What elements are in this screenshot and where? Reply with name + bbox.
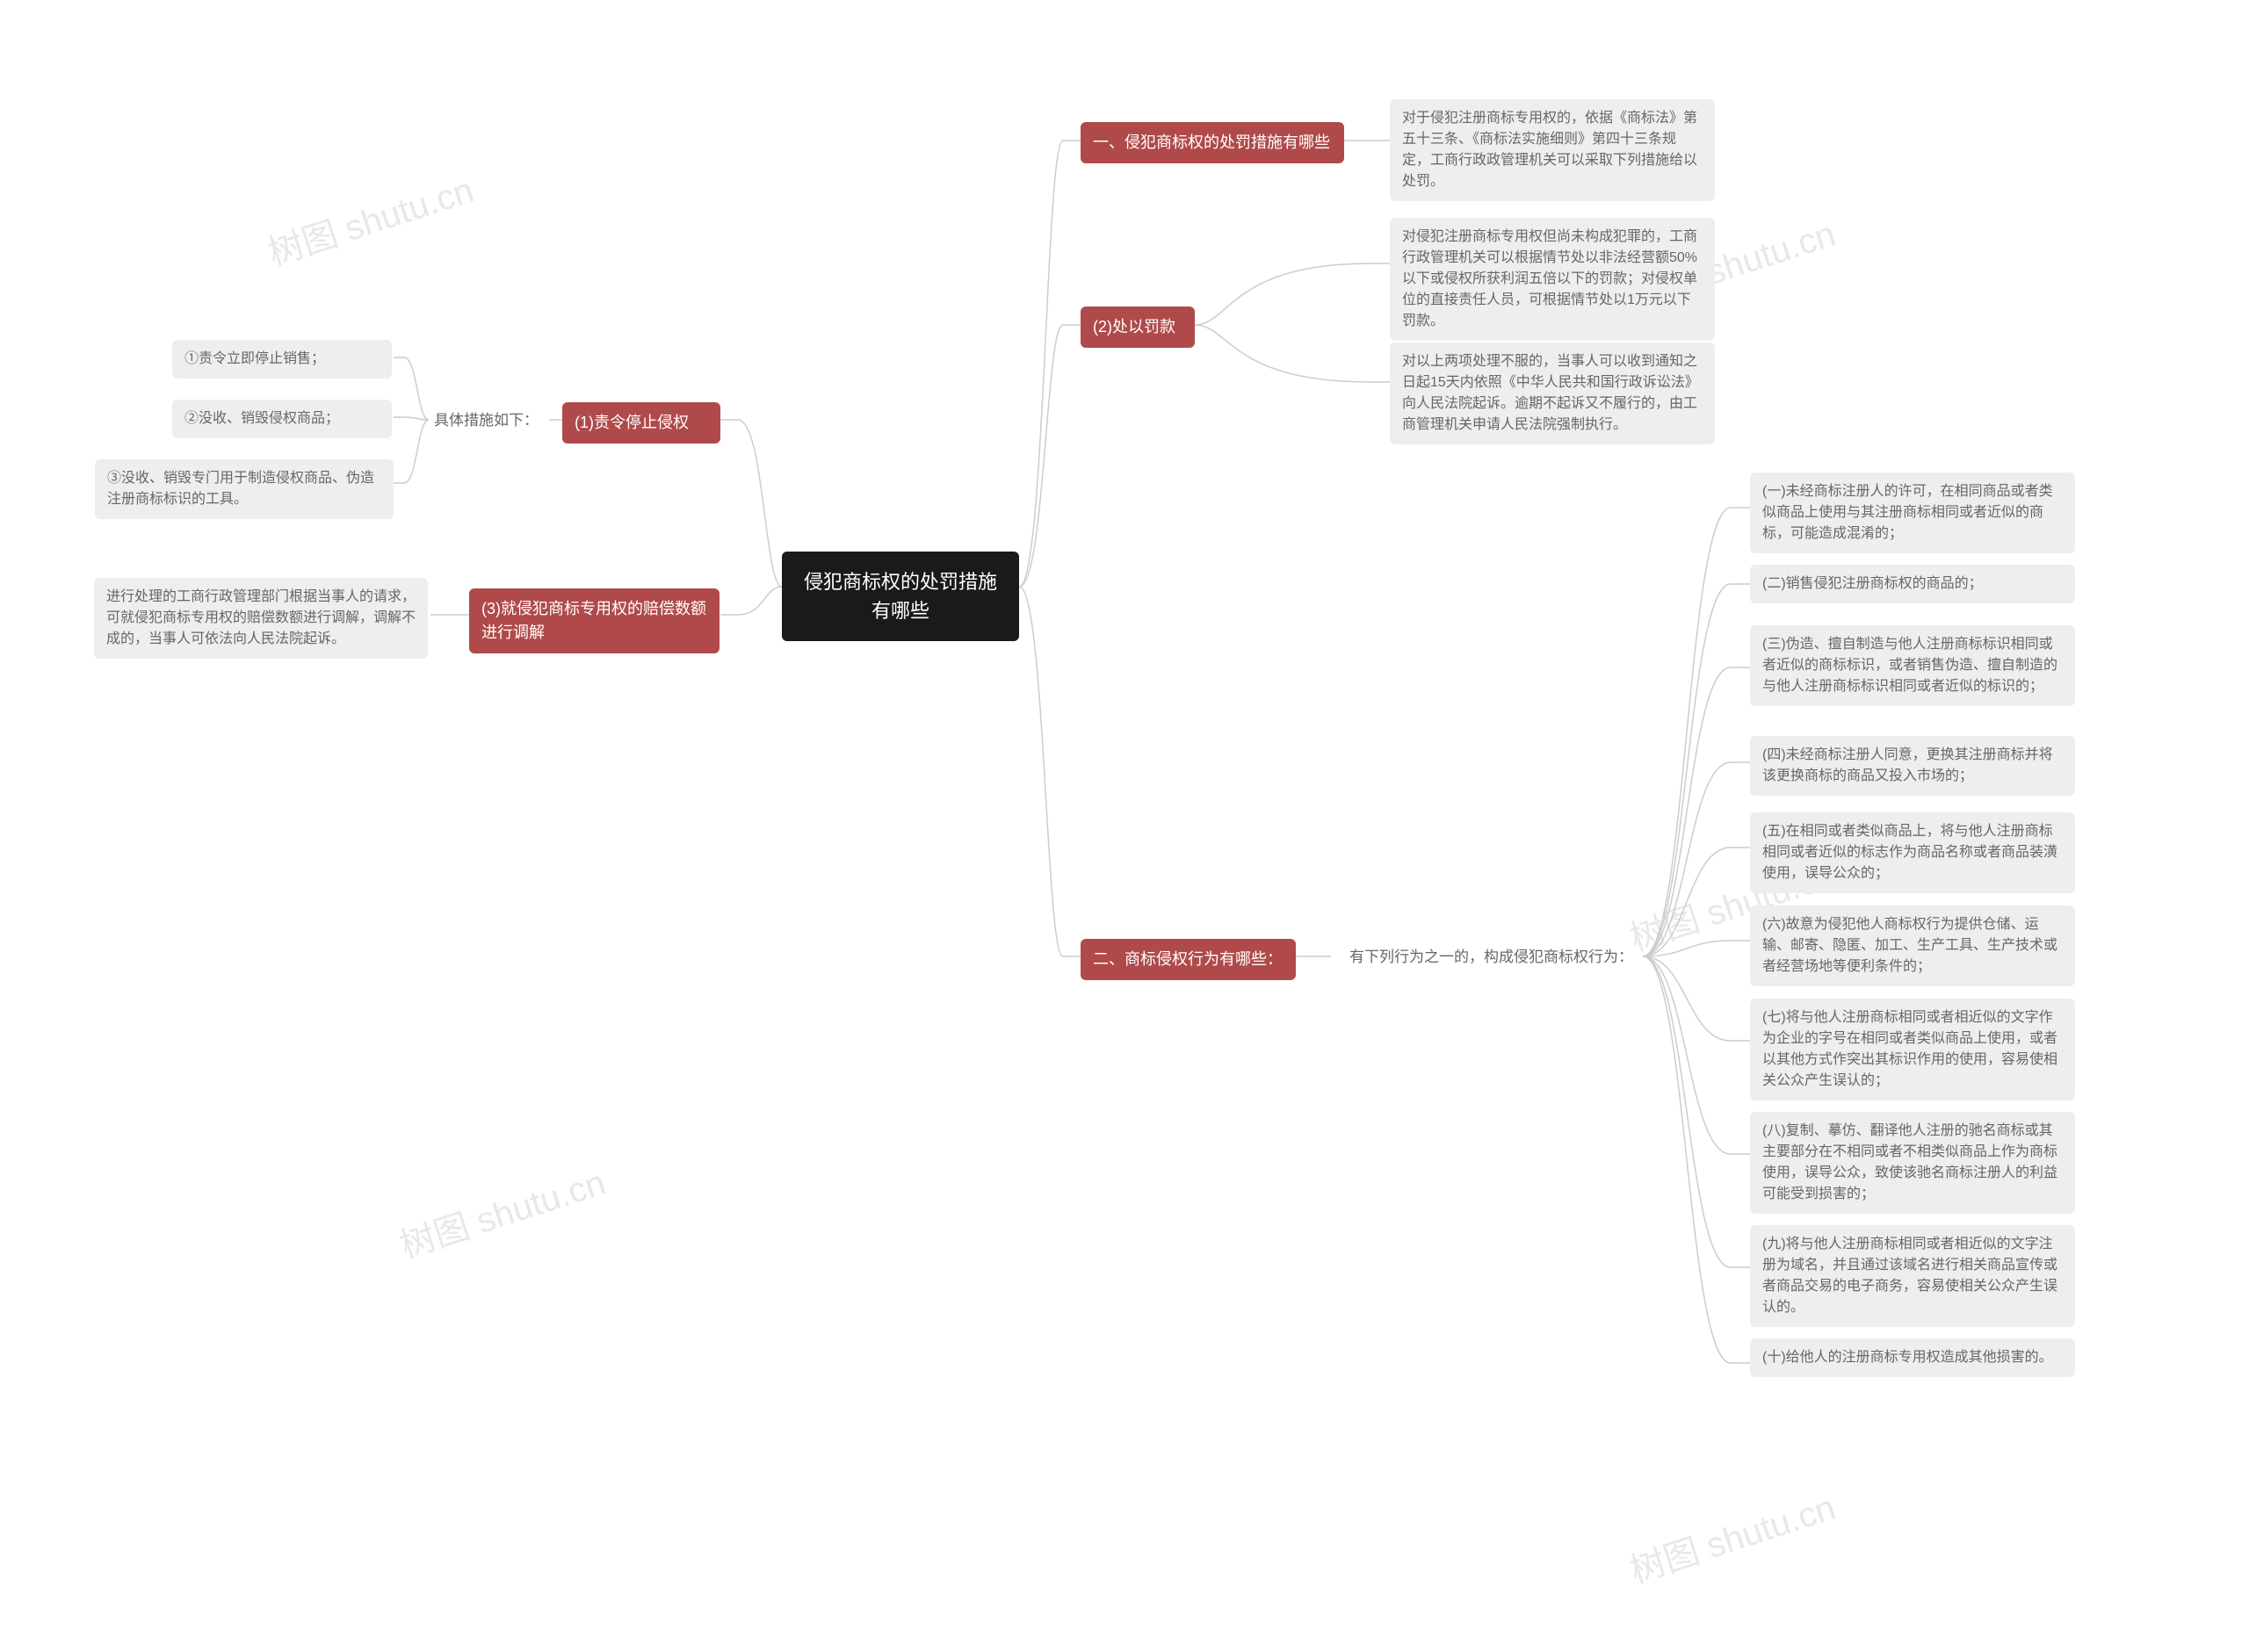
section-2-title: 二、商标侵权行为有哪些：	[1081, 939, 1296, 980]
node-fine: (2)处以罚款	[1081, 307, 1195, 348]
label-measures: 具体措施如下：	[429, 406, 544, 436]
infringe-item-6: (六)故意为侵犯他人商标权行为提供仓储、运输、邮寄、隐匿、加工、生产工具、生产技…	[1750, 905, 2075, 986]
measure-3: ③没收、销毁专门用于制造侵权商品、伪造注册商标标识的工具。	[95, 459, 394, 519]
watermark: 树图 shutu.cn	[393, 1154, 611, 1268]
infringe-item-1: (一)未经商标注册人的许可，在相同商品或者类似商品上使用与其注册商标相同或者近似…	[1750, 473, 2075, 553]
section-1-title: 一、侵犯商标权的处罚措施有哪些	[1081, 122, 1344, 163]
infringe-item-5: (五)在相同或者类似商品上，将与他人注册商标相同或者近似的标志作为商品名称或者商…	[1750, 812, 2075, 893]
node-stop-infringement: (1)责令停止侵权	[562, 402, 720, 444]
infringe-item-8: (八)复制、摹仿、翻译他人注册的驰名商标或其主要部分在不相同或者不相类似商品上作…	[1750, 1112, 2075, 1214]
root-node: 侵犯商标权的处罚措施有哪些	[782, 552, 1019, 641]
infringe-item-4: (四)未经商标注册人同意，更换其注册商标并将该更换商标的商品又投入市场的；	[1750, 736, 2075, 796]
infringe-item-9: (九)将与他人注册商标相同或者相近似的文字注册为域名，并且通过该域名进行相关商品…	[1750, 1225, 2075, 1327]
measure-1: ①责令立即停止销售；	[172, 340, 392, 379]
node-compensation-mediation: (3)就侵犯商标专用权的赔偿数额进行调解	[469, 588, 720, 653]
watermark: 树图 shutu.cn	[1623, 1479, 1840, 1593]
infringe-item-2: (二)销售侵犯注册商标权的商品的；	[1750, 565, 2075, 603]
watermark: 树图 shutu.cn	[261, 162, 479, 276]
infringe-item-7: (七)将与他人注册商标相同或者相近似的文字作为企业的字号在相同或者类似商品上使用…	[1750, 999, 2075, 1100]
fine-detail-1: 对侵犯注册商标专用权但尚未构成犯罪的，工商行政管理机关可以根据情节处以非法经营额…	[1390, 218, 1715, 341]
mediation-detail: 进行处理的工商行政管理部门根据当事人的请求，可就侵犯商标专用权的赔偿数额进行调解…	[94, 578, 428, 659]
section-1-detail: 对于侵犯注册商标专用权的，依据《商标法》第五十三条、《商标法实施细则》第四十三条…	[1390, 99, 1715, 201]
fine-detail-2: 对以上两项处理不服的，当事人可以收到通知之日起15天内依照《中华人民共和国行政诉…	[1390, 343, 1715, 444]
measure-2: ②没收、销毁侵权商品；	[172, 400, 392, 438]
infringe-item-3: (三)伪造、擅自制造与他人注册商标标识相同或者近似的商标标识，或者销售伪造、擅自…	[1750, 625, 2075, 706]
infringe-item-10: (十)给他人的注册商标专用权造成其他损害的。	[1750, 1338, 2075, 1377]
section-2-sub: 有下列行为之一的，构成侵犯商标权行为：	[1344, 942, 1638, 972]
